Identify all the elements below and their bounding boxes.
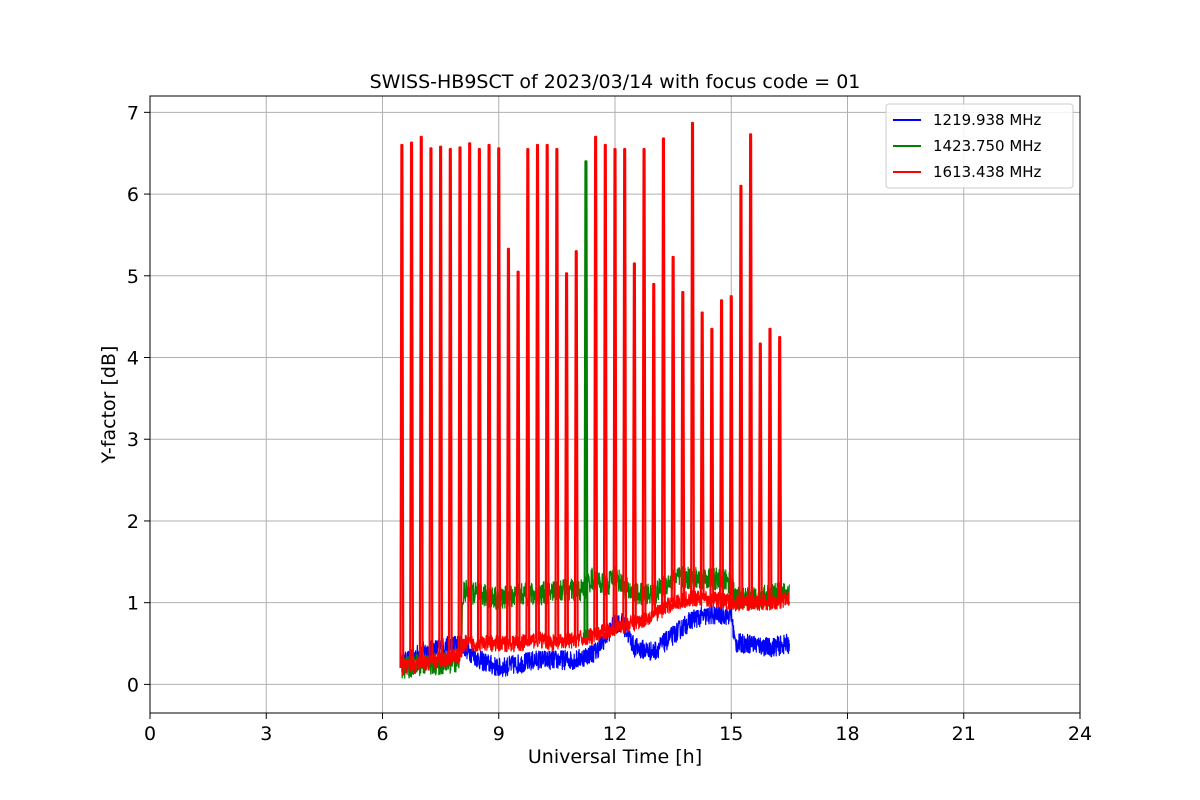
spike [457,146,463,656]
x-tick-label: 6 [376,723,388,745]
x-tick-label: 9 [493,723,505,745]
series-line-3 [401,590,790,676]
spike [767,327,773,603]
y-tick-label: 6 [127,184,139,206]
spike [612,148,618,628]
series-line-2 [401,565,790,679]
spike [467,142,473,644]
x-axis-label: Universal Time [h] [528,746,702,768]
spike [564,272,570,642]
spike [593,135,599,636]
y-tick-label: 0 [127,674,139,696]
y-tick-label: 7 [127,102,139,124]
spike [525,148,531,642]
y-tick-label: 3 [127,429,139,451]
legend-box [885,103,1074,189]
spike [699,311,705,599]
spike [680,291,686,601]
x-tick-label: 3 [260,723,272,745]
spike [535,143,540,640]
spike [573,250,579,640]
spike [728,295,734,603]
legend-label: 1423.750 MHz [933,137,1042,155]
spike [554,148,560,644]
x-tick-label: 0 [144,723,156,745]
spike [583,160,589,638]
spike [428,147,434,662]
spike [505,247,511,644]
spike [544,143,550,642]
spike [777,335,783,601]
spike [719,299,725,601]
spike [757,342,763,603]
spike [748,133,754,603]
spike [631,262,637,624]
legend: 1219.938 MHz 1423.750 MHz 1613.438 MHz [885,103,1074,189]
plot-area [399,121,790,679]
spike [641,148,647,620]
spike [690,121,695,599]
spike [496,147,502,644]
series-line-1 [401,604,790,677]
spike [447,148,453,658]
spike [438,145,444,660]
y-tick-label: 1 [127,593,139,615]
spike [515,270,521,644]
spike [418,135,424,664]
spike [409,141,415,667]
y-tick-label: 5 [127,266,139,288]
spike [486,143,492,644]
spike [738,184,744,603]
spike [660,137,666,609]
y-axis-label: Y-factor [dB] [98,346,120,465]
x-tick-label: 18 [835,723,859,745]
spike [476,148,482,644]
y-tick-label: 2 [127,511,139,533]
spike [399,143,405,669]
legend-label: 1219.938 MHz [933,111,1042,129]
spike [602,143,608,632]
x-tick-label: 21 [952,723,976,745]
x-tick-label: 15 [719,723,743,745]
x-tick-label: 12 [603,723,627,745]
spike [670,255,676,603]
spike [709,327,715,599]
chart-title: SWISS-HB9SCT of 2023/03/14 with focus co… [370,71,861,93]
legend-label: 1613.438 MHz [933,163,1042,181]
x-tick-label: 24 [1068,723,1092,745]
spike [651,282,657,615]
y-tick-label: 4 [127,348,139,370]
spike [622,148,628,626]
